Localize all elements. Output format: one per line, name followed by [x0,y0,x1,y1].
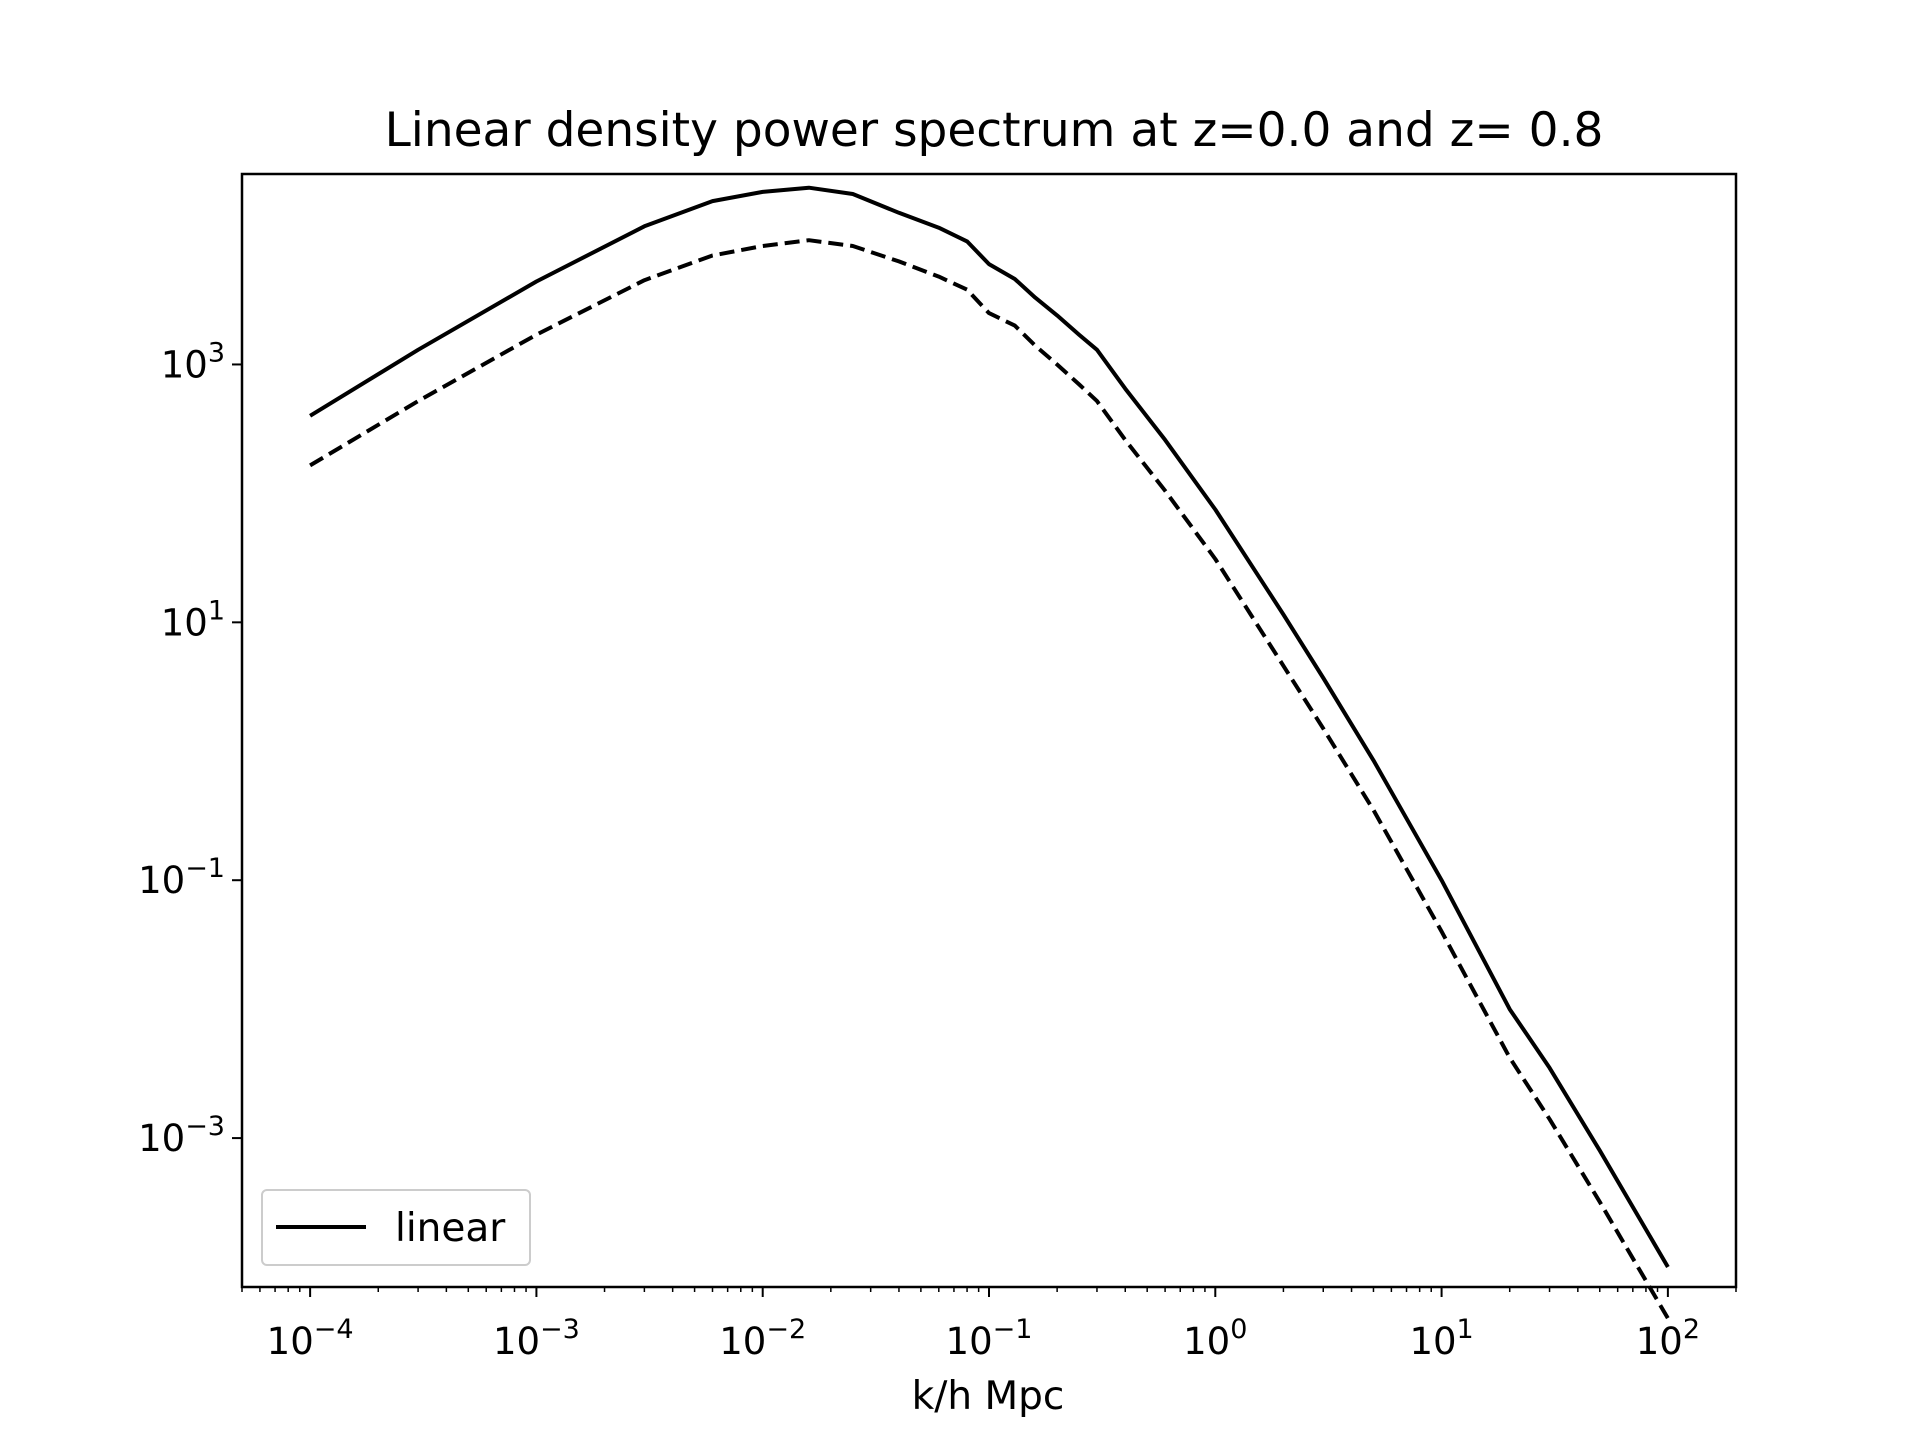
y-tick-exponent: 3 [208,337,225,368]
y-tick-label: 103 [161,337,225,386]
y-tick-base: 10 [161,601,208,644]
x-tick-label: 10−2 [719,1314,806,1363]
x-tick-label: 101 [1409,1314,1473,1363]
legend-box [261,1189,531,1266]
x-tick-exponent: −1 [993,1314,1033,1345]
y-tick-base: 10 [138,1117,185,1160]
x-tick-base: 10 [1636,1320,1683,1363]
y-tick-exponent: −1 [185,853,225,884]
plot-data-layer [309,185,1670,1320]
plot-frame [240,172,1738,1289]
y-tick-base: 10 [138,859,185,902]
series-line-solid [309,185,1670,1269]
x-tick-exponent: 2 [1683,1314,1700,1345]
series-line-dashed [309,238,1670,1320]
x-axis-label: k/h Mpc [912,1374,1065,1419]
x-tick-base: 10 [719,1320,766,1363]
x-tick-base: 10 [1183,1320,1230,1363]
y-tick-exponent: 1 [208,595,225,626]
x-tick-exponent: 0 [1230,1314,1247,1345]
y-tick-exponent: −3 [185,1111,225,1142]
y-tick-label: 101 [161,595,225,644]
legend: linear [261,1189,531,1266]
x-tick-label: 10−3 [493,1314,580,1363]
x-tick-label: 10−4 [267,1314,354,1363]
y-tick-label: 10−1 [138,853,225,902]
x-tick-label: 100 [1183,1314,1247,1363]
x-tick-exponent: −2 [766,1314,806,1345]
y-tick-base: 10 [161,343,208,386]
x-tick-base: 10 [946,1320,993,1363]
x-tick-label: 10−1 [946,1314,1033,1363]
y-tick-label: 10−3 [138,1111,225,1160]
x-tick-base: 10 [267,1320,314,1363]
x-tick-exponent: 1 [1457,1314,1474,1345]
legend-label: linear [395,1206,506,1251]
x-tick-label: 102 [1636,1314,1700,1363]
chart-title: Linear density power spectrum at z=0.0 a… [385,103,1604,158]
x-tick-exponent: −3 [540,1314,580,1345]
x-tick-base: 10 [1409,1320,1456,1363]
x-tick-base: 10 [493,1320,540,1363]
x-tick-exponent: −4 [314,1314,354,1345]
